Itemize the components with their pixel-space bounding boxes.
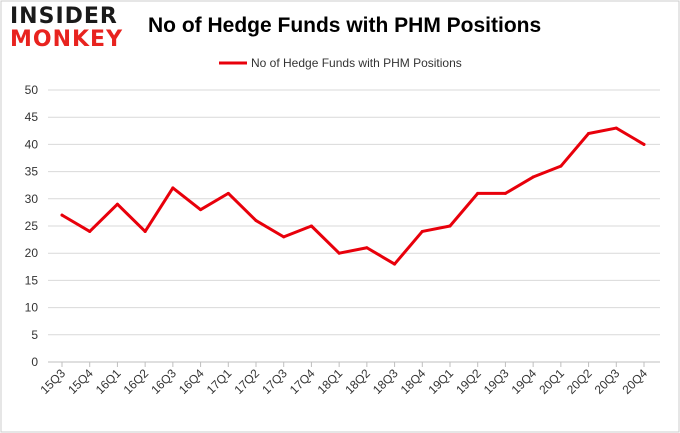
x-tick-label: 18Q3 <box>370 366 401 397</box>
data-point <box>226 191 230 195</box>
data-point <box>559 164 563 168</box>
y-axis: 0 5 10 15 20 25 30 35 40 45 50 <box>25 83 39 369</box>
x-tick-label: 16Q4 <box>176 366 207 397</box>
y-tick-label: 5 <box>31 328 38 342</box>
y-tick-label: 25 <box>25 219 39 233</box>
x-tick-label: 19Q2 <box>453 366 484 397</box>
x-tick-label: 18Q4 <box>398 366 429 397</box>
x-tick-label: 17Q2 <box>231 366 262 397</box>
x-tick-label: 17Q1 <box>204 366 235 397</box>
data-point <box>309 224 313 228</box>
data-point <box>448 224 452 228</box>
data-point <box>115 202 119 206</box>
data-point <box>420 229 424 233</box>
x-tick-label: 16Q1 <box>93 366 124 397</box>
x-tick-label: 15Q4 <box>65 366 96 397</box>
logo-line-2: MONKEY <box>10 27 124 52</box>
data-point <box>88 229 92 233</box>
y-tick-label: 20 <box>25 246 39 260</box>
x-tick-label: 19Q1 <box>425 366 456 397</box>
y-tick-label: 35 <box>25 165 39 179</box>
y-tick-label: 10 <box>25 301 39 315</box>
data-point <box>642 142 646 146</box>
data-point <box>587 132 591 136</box>
data-point <box>143 229 147 233</box>
x-tick-label: 20Q1 <box>536 366 567 397</box>
x-tick-label: 16Q3 <box>148 366 179 397</box>
x-tick-label: 20Q3 <box>592 366 623 397</box>
data-point <box>393 262 397 266</box>
x-tick-label: 18Q2 <box>342 366 373 397</box>
data-point <box>503 191 507 195</box>
data-point <box>614 126 618 130</box>
legend: No of Hedge Funds with PHM Positions <box>219 56 462 70</box>
data-point <box>337 251 341 255</box>
grid-lines <box>48 89 660 363</box>
y-tick-label: 30 <box>25 192 39 206</box>
x-tick-label: 17Q4 <box>287 366 318 397</box>
chart-title: No of Hedge Funds with PHM Positions <box>148 14 542 37</box>
x-tick-label: 19Q4 <box>509 366 540 397</box>
legend-label: No of Hedge Funds with PHM Positions <box>251 56 462 70</box>
y-tick-label: 50 <box>25 83 39 97</box>
y-tick-label: 15 <box>25 273 39 287</box>
data-point <box>254 219 258 223</box>
x-tick-label: 18Q1 <box>315 366 346 397</box>
x-axis: 15Q315Q416Q116Q216Q316Q417Q117Q217Q317Q4… <box>37 361 660 397</box>
x-tick-label: 15Q3 <box>37 366 68 397</box>
data-point <box>60 213 64 217</box>
insider-monkey-logo: INSIDER MONKEY <box>10 6 128 51</box>
x-tick-label: 20Q4 <box>619 366 650 397</box>
x-tick-label: 16Q2 <box>121 366 152 397</box>
y-tick-label: 40 <box>25 137 39 151</box>
x-tick-label: 19Q3 <box>481 366 512 397</box>
y-tick-label: 0 <box>31 355 38 369</box>
series-lines <box>60 126 646 266</box>
data-point <box>476 191 480 195</box>
data-point <box>531 175 535 179</box>
x-tick-label: 20Q2 <box>564 366 595 397</box>
series-line <box>60 126 646 266</box>
data-point <box>282 235 286 239</box>
data-point <box>365 246 369 250</box>
data-point <box>199 208 203 212</box>
logo-line-1: INSIDER <box>10 4 118 29</box>
x-tick-label: 17Q3 <box>259 366 290 397</box>
y-tick-label: 45 <box>25 110 39 124</box>
data-point <box>171 186 175 190</box>
